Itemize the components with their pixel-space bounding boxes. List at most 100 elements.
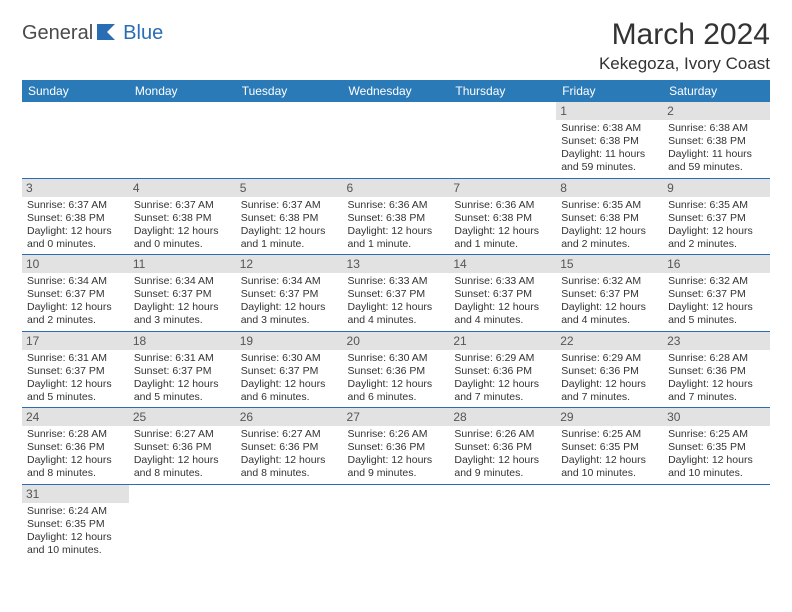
day-number: 25 — [129, 408, 236, 426]
calendar-cell: 9 Sunrise: 6:35 AMSunset: 6:37 PMDaylight… — [663, 178, 770, 255]
dow-thursday: Thursday — [449, 80, 556, 102]
calendar-cell: 2 Sunrise: 6:38 AMSunset: 6:38 PMDaylight… — [663, 102, 770, 178]
calendar-cell: 1Sunrise: 6:38 AMSunset: 6:38 PMDaylight… — [556, 102, 663, 178]
calendar-page: General Blue March 2024 Kekegoza, Ivory … — [0, 0, 792, 570]
day-number: 20 — [343, 332, 450, 350]
day-details: Sunrise: 6:32 AMSunset: 6:37 PMDaylight:… — [560, 275, 659, 328]
day-number: 2 — [663, 102, 770, 120]
day-details: Sunrise: 6:29 AMSunset: 6:36 PMDaylight:… — [453, 352, 552, 405]
day-details: Sunrise: 6:29 AMSunset: 6:36 PMDaylight:… — [560, 352, 659, 405]
logo-flag-icon — [97, 24, 119, 43]
day-details: Sunrise: 6:35 AMSunset: 6:37 PMDaylight:… — [667, 199, 766, 252]
day-number: 6 — [343, 179, 450, 197]
day-details: Sunrise: 6:34 AMSunset: 6:37 PMDaylight:… — [26, 275, 125, 328]
dow-wednesday: Wednesday — [343, 80, 450, 102]
day-details: Sunrise: 6:36 AMSunset: 6:38 PMDaylight:… — [453, 199, 552, 252]
dow-sunday: Sunday — [22, 80, 129, 102]
dow-monday: Monday — [129, 80, 236, 102]
day-details: Sunrise: 6:38 AMSunset: 6:38 PMDaylight:… — [667, 122, 766, 175]
calendar-cell-blank — [663, 484, 770, 560]
day-details: Sunrise: 6:30 AMSunset: 6:36 PMDaylight:… — [347, 352, 446, 405]
month-title: March 2024 — [599, 18, 770, 52]
calendar-cell: 19 Sunrise: 6:30 AMSunset: 6:37 PMDayligh… — [236, 331, 343, 408]
day-details: Sunrise: 6:33 AMSunset: 6:37 PMDaylight:… — [453, 275, 552, 328]
day-number: 15 — [556, 255, 663, 273]
calendar-row: 3Sunrise: 6:37 AMSunset: 6:38 PMDaylight… — [22, 178, 770, 255]
calendar-cell: 28 Sunrise: 6:26 AMSunset: 6:36 PMDayligh… — [449, 408, 556, 485]
calendar-cell-blank — [129, 102, 236, 178]
day-details: Sunrise: 6:26 AMSunset: 6:36 PMDaylight:… — [347, 428, 446, 481]
day-details: Sunrise: 6:25 AMSunset: 6:35 PMDaylight:… — [667, 428, 766, 481]
day-details: Sunrise: 6:36 AMSunset: 6:38 PMDaylight:… — [347, 199, 446, 252]
day-details: Sunrise: 6:30 AMSunset: 6:37 PMDaylight:… — [240, 352, 339, 405]
day-number: 5 — [236, 179, 343, 197]
day-number: 14 — [449, 255, 556, 273]
day-details: Sunrise: 6:24 AMSunset: 6:35 PMDaylight:… — [26, 505, 125, 558]
dow-tuesday: Tuesday — [236, 80, 343, 102]
calendar-cell: 23 Sunrise: 6:28 AMSunset: 6:36 PMDayligh… — [663, 331, 770, 408]
calendar-cell: 13Sunrise: 6:33 AMSunset: 6:37 PMDayligh… — [343, 255, 450, 332]
calendar-cell: 31 Sunrise: 6:24 AMSunset: 6:35 PMDayligh… — [22, 484, 129, 560]
day-number: 9 — [663, 179, 770, 197]
calendar-cell: 24 Sunrise: 6:28 AMSunset: 6:36 PMDayligh… — [22, 408, 129, 485]
calendar-cell: 25 Sunrise: 6:27 AMSunset: 6:36 PMDayligh… — [129, 408, 236, 485]
calendar-cell: 22Sunrise: 6:29 AMSunset: 6:36 PMDayligh… — [556, 331, 663, 408]
calendar-cell-blank — [343, 102, 450, 178]
dow-saturday: Saturday — [663, 80, 770, 102]
day-number: 29 — [556, 408, 663, 426]
calendar-cell: 21 Sunrise: 6:29 AMSunset: 6:36 PMDayligh… — [449, 331, 556, 408]
day-number: 26 — [236, 408, 343, 426]
calendar-cell: 6 Sunrise: 6:36 AMSunset: 6:38 PMDaylight… — [343, 178, 450, 255]
calendar-cell: 14 Sunrise: 6:33 AMSunset: 6:37 PMDayligh… — [449, 255, 556, 332]
brand-logo: General Blue — [22, 22, 163, 45]
day-details: Sunrise: 6:31 AMSunset: 6:37 PMDaylight:… — [26, 352, 125, 405]
logo-word-2: Blue — [123, 22, 163, 45]
day-details: Sunrise: 6:27 AMSunset: 6:36 PMDaylight:… — [133, 428, 232, 481]
day-details: Sunrise: 6:33 AMSunset: 6:37 PMDaylight:… — [347, 275, 446, 328]
day-number: 31 — [22, 485, 129, 503]
title-block: March 2024 Kekegoza, Ivory Coast — [599, 18, 770, 74]
day-details: Sunrise: 6:28 AMSunset: 6:36 PMDaylight:… — [667, 352, 766, 405]
day-number: 23 — [663, 332, 770, 350]
day-number: 24 — [22, 408, 129, 426]
calendar-cell: 16Sunrise: 6:32 AMSunset: 6:37 PMDayligh… — [663, 255, 770, 332]
calendar-row: 24 Sunrise: 6:28 AMSunset: 6:36 PMDayligh… — [22, 408, 770, 485]
day-number: 18 — [129, 332, 236, 350]
calendar-cell: 4Sunrise: 6:37 AMSunset: 6:38 PMDaylight… — [129, 178, 236, 255]
calendar-cell: 15 Sunrise: 6:32 AMSunset: 6:37 PMDayligh… — [556, 255, 663, 332]
day-details: Sunrise: 6:34 AMSunset: 6:37 PMDaylight:… — [133, 275, 232, 328]
calendar-cell: 29Sunrise: 6:25 AMSunset: 6:35 PMDayligh… — [556, 408, 663, 485]
day-details: Sunrise: 6:32 AMSunset: 6:37 PMDaylight:… — [667, 275, 766, 328]
day-details: Sunrise: 6:37 AMSunset: 6:38 PMDaylight:… — [240, 199, 339, 252]
calendar-cell: 3Sunrise: 6:37 AMSunset: 6:38 PMDaylight… — [22, 178, 129, 255]
calendar-cell: 11Sunrise: 6:34 AMSunset: 6:37 PMDayligh… — [129, 255, 236, 332]
calendar-cell-blank — [236, 102, 343, 178]
calendar-cell-blank — [22, 102, 129, 178]
day-number: 17 — [22, 332, 129, 350]
calendar-cell-blank — [449, 484, 556, 560]
day-number: 21 — [449, 332, 556, 350]
day-details: Sunrise: 6:26 AMSunset: 6:36 PMDaylight:… — [453, 428, 552, 481]
calendar-cell: 30 Sunrise: 6:25 AMSunset: 6:35 PMDayligh… — [663, 408, 770, 485]
day-number: 19 — [236, 332, 343, 350]
calendar-cell-blank — [343, 484, 450, 560]
page-header: General Blue March 2024 Kekegoza, Ivory … — [22, 18, 770, 74]
day-number: 8 — [556, 179, 663, 197]
day-number: 27 — [343, 408, 450, 426]
logo-word-1: General — [22, 22, 93, 45]
day-number: 10 — [22, 255, 129, 273]
day-number: 28 — [449, 408, 556, 426]
calendar-cell: 12Sunrise: 6:34 AMSunset: 6:37 PMDayligh… — [236, 255, 343, 332]
calendar-cell-blank — [449, 102, 556, 178]
day-details: Sunrise: 6:34 AMSunset: 6:37 PMDaylight:… — [240, 275, 339, 328]
day-of-week-header: Sunday Monday Tuesday Wednesday Thursday… — [22, 80, 770, 102]
day-number: 30 — [663, 408, 770, 426]
calendar-body: 1Sunrise: 6:38 AMSunset: 6:38 PMDaylight… — [22, 102, 770, 560]
calendar-cell-blank — [236, 484, 343, 560]
day-details: Sunrise: 6:28 AMSunset: 6:36 PMDaylight:… — [26, 428, 125, 481]
calendar-cell: 8Sunrise: 6:35 AMSunset: 6:38 PMDaylight… — [556, 178, 663, 255]
calendar-row: 10Sunrise: 6:34 AMSunset: 6:37 PMDayligh… — [22, 255, 770, 332]
day-number: 7 — [449, 179, 556, 197]
calendar-cell-blank — [556, 484, 663, 560]
calendar-row: 1Sunrise: 6:38 AMSunset: 6:38 PMDaylight… — [22, 102, 770, 178]
